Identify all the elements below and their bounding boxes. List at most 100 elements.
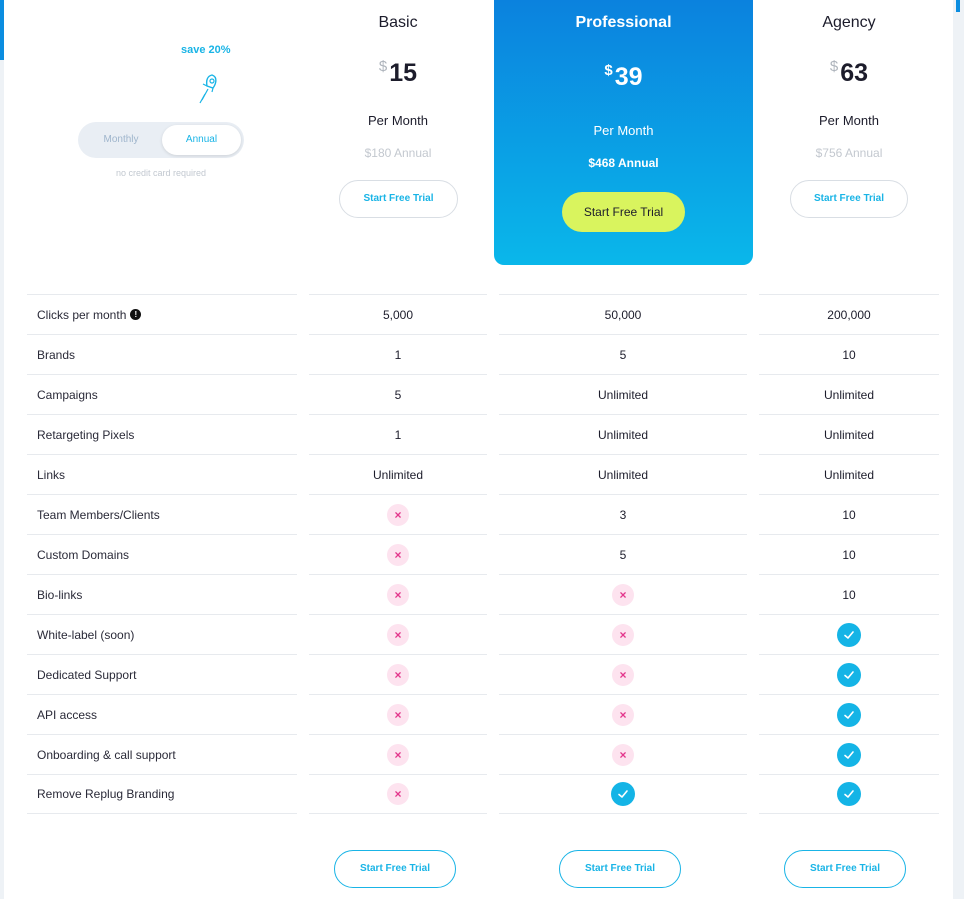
agency-feature-cell [759, 734, 939, 774]
plan-name: Professional [575, 14, 672, 31]
no-credit-card-note: no credit card required [115, 168, 207, 178]
plan-annual-price: $180 Annual [364, 146, 432, 160]
feature-value: 1 [394, 427, 402, 442]
feature-value: Unlimited [372, 467, 423, 482]
feature-value: 10 [842, 547, 856, 562]
feature-label: Campaigns [37, 387, 98, 402]
agency-bottom-start-trial-button[interactable]: Start Free Trial [784, 850, 906, 888]
feature-value: 5 [619, 547, 627, 562]
basic-feature-cell: × [309, 614, 487, 654]
feature-row: Dedicated Support [27, 654, 297, 694]
feature-label: White-label (soon) [37, 627, 135, 642]
agency-feature-cell: Unlimited [759, 374, 939, 414]
agency-feature-cell [759, 774, 939, 814]
cross-icon: × [387, 503, 409, 526]
basic-feature-cell: × [309, 694, 487, 734]
price-value: 15 [389, 59, 418, 87]
cross-icon: × [387, 583, 409, 606]
price-value: 63 [840, 59, 869, 87]
feature-row: Brands [27, 334, 297, 374]
pro-feature-cell: Unlimited [499, 374, 747, 414]
feature-row: Clicks per month! [27, 294, 297, 334]
agency-feature-cell [759, 614, 939, 654]
basic-feature-cell: × [309, 654, 487, 694]
pro-feature-cell: 50,000 [499, 294, 747, 334]
basic-feature-cell: × [309, 734, 487, 774]
plan-professional: Professional $39 Per Month $468 Annual S… [494, 0, 753, 265]
cross-icon: × [612, 623, 634, 646]
pro-feature-cell: 5 [499, 534, 747, 574]
feature-row: White-label (soon) [27, 614, 297, 654]
toggle-monthly[interactable]: Monthly [103, 134, 139, 145]
check-icon [611, 782, 635, 806]
billing-toggle[interactable]: Monthly Annual [78, 122, 244, 158]
feature-row: Onboarding & call support [27, 734, 297, 774]
feature-label: Remove Replug Branding [37, 787, 175, 801]
plan-period: Per Month [819, 113, 879, 128]
info-icon[interactable]: ! [130, 309, 142, 320]
plan-price: $39 [494, 62, 753, 92]
cross-icon: × [387, 703, 409, 726]
rocket-icon [199, 74, 217, 104]
pro-feature-cell [499, 774, 747, 814]
feature-value: Unlimited [823, 467, 874, 482]
check-icon [837, 702, 861, 727]
check-icon [837, 662, 861, 687]
basic-feature-cell: 1 [309, 414, 487, 454]
feature-value: Unlimited [597, 427, 648, 442]
cross-icon: × [612, 703, 634, 726]
feature-label: Retargeting Pixels [37, 427, 135, 442]
feature-value: 10 [842, 347, 856, 362]
feature-value: 10 [842, 587, 856, 602]
pro-bottom-start-trial-button[interactable]: Start Free Trial [559, 850, 681, 888]
agency-feature-cell [759, 654, 939, 694]
feature-row: API access [27, 694, 297, 734]
basic-feature-cell: 5,000 [309, 294, 487, 334]
feature-labels-column: Clicks per month! Brands Campaigns Retarget… [27, 294, 297, 814]
basic-feature-cell: × [309, 574, 487, 614]
plan-price: $15 [309, 58, 487, 88]
feature-row: Links [27, 454, 297, 494]
basic-start-trial-button[interactable]: Start Free Trial [339, 180, 458, 218]
basic-bottom-start-trial-button[interactable]: Start Free Trial [334, 850, 456, 888]
feature-row: Remove Replug Branding [27, 774, 297, 814]
cross-icon: × [612, 663, 634, 686]
currency-symbol: $ [829, 58, 839, 75]
basic-feature-cell: 5 [309, 374, 487, 414]
feature-value: 1 [394, 347, 402, 362]
plan-annual-price: $468 Annual [588, 156, 659, 170]
feature-row: Retargeting Pixels [27, 414, 297, 454]
plan-period: Per Month [368, 113, 428, 128]
currency-symbol: $ [604, 62, 613, 79]
agency-feature-cell: 200,000 [759, 294, 939, 334]
pro-feature-cell: Unlimited [499, 454, 747, 494]
plan-annual-price: $756 Annual [815, 146, 883, 160]
feature-label: Team Members/Clients [37, 507, 160, 522]
feature-value: Unlimited [597, 387, 648, 402]
pro-feature-cell: 3 [499, 494, 747, 534]
feature-label: Custom Domains [37, 547, 130, 562]
feature-value: Unlimited [823, 387, 874, 402]
check-icon [837, 622, 861, 647]
feature-value: 3 [619, 507, 627, 522]
feature-row: Campaigns [27, 374, 297, 414]
cross-icon: × [612, 743, 634, 766]
agency-start-trial-button[interactable]: Start Free Trial [790, 180, 908, 218]
feature-value: 5 [394, 387, 402, 402]
agency-values-column: 200,000 10 Unlimited Unlimited Unlimited 10 10… [759, 294, 939, 814]
basic-feature-cell: 1 [309, 334, 487, 374]
pro-feature-cell: Unlimited [499, 414, 747, 454]
feature-label: Dedicated Support [37, 667, 137, 682]
plan-name: Basic [378, 14, 418, 31]
feature-value: 200,000 [827, 307, 871, 322]
feature-label: Links [37, 467, 66, 482]
pro-start-trial-button[interactable]: Start Free Trial [562, 192, 685, 232]
toggle-annual[interactable]: Annual [162, 125, 241, 155]
cross-icon: × [387, 543, 409, 566]
agency-feature-cell: 10 [759, 494, 939, 534]
basic-values-column: 5,000 1 5 1 Unlimited × × × × × × × × [309, 294, 487, 814]
pro-feature-cell: × [499, 574, 747, 614]
agency-feature-cell: 10 [759, 334, 939, 374]
pro-feature-cell: × [499, 694, 747, 734]
feature-label: Clicks per month [37, 307, 127, 322]
